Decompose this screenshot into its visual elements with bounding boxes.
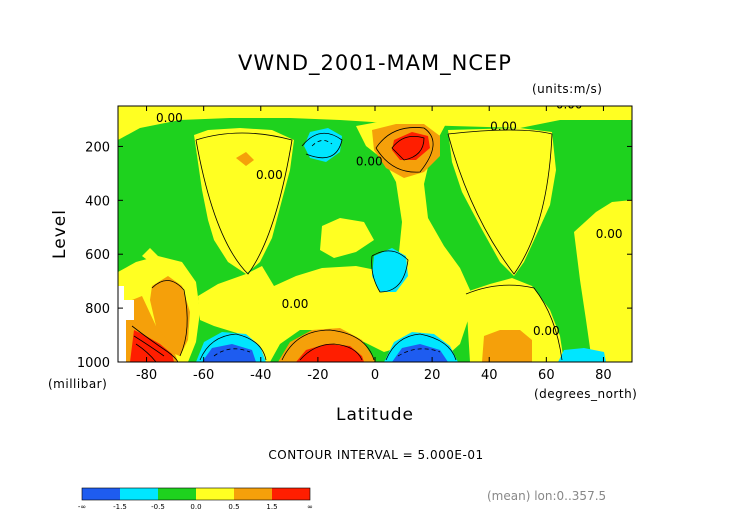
x-tick-label: -80 [136,368,157,383]
contour-line [397,348,441,357]
contour-line [371,250,409,293]
field-region-moderate [236,152,254,166]
x-tick-label: -20 [307,368,328,383]
colorbar-tick-label: 1.5 [266,503,277,511]
contour-line [151,280,188,357]
colorbar-tick-label: ∞ [307,503,313,511]
field-region-positive [118,106,632,140]
y-units-label: (millibar) [48,377,107,391]
field-region-positive [320,218,374,258]
units-label: (units:m/s) [532,82,602,96]
field-region-strong-negative [202,344,256,362]
chart-title: VWND_2001-MAM_NCEP [238,51,512,76]
colorbar-swatch [234,488,272,500]
colorbar-tick-label: 0.0 [190,503,201,511]
x-tick-label: 60 [538,368,555,383]
contour-lines [131,127,563,362]
contour-label: 0.00 [282,297,309,311]
contour-label: 0.00 [556,98,583,112]
contour-label: 0.00 [256,168,283,182]
contour-label: 0.00 [490,119,517,133]
y-axis-title: Level [50,209,70,259]
field-region-positive [142,248,158,262]
colorbar-swatch [272,488,310,500]
contour-line [311,140,333,147]
footer-note: (mean) lon:0..357.5 [487,489,606,503]
y-tick-label: 200 [85,140,110,155]
field-region-positive [574,200,632,362]
colorbar-swatch [82,488,120,500]
colorbar-frame [81,487,311,501]
x-units-label: (degrees_north) [534,387,637,401]
contour-labels: 0.00 0.00 0.00 0.00 0.00 0.00 0.00 0.00 [156,98,623,338]
y-tick-label: 800 [85,302,110,317]
field-region-positive [198,266,420,362]
colorbar-tick-label: -0.5 [151,503,165,511]
x-tick-label: 20 [424,368,441,383]
contour-interval-label: CONTOUR INTERVAL = 5.000E-01 [268,448,483,462]
contour-label: 0.00 [356,154,383,168]
field-region-moderate [482,330,532,362]
x-axis-title: Latitude [336,405,414,425]
y-tick-label: 1000 [77,356,110,371]
field-region-positive [194,128,294,274]
field-region-positive [448,128,556,276]
x-tick-label: 40 [481,368,498,383]
x-tick-label: -60 [193,368,214,383]
x-tick-label: 0 [371,368,379,383]
contour-label: 0.00 [533,324,560,338]
contour-line [465,284,563,361]
colorbar-swatch [196,488,234,500]
contour-line [213,348,251,357]
y-axis: 200 400 600 800 1000 [77,140,632,371]
missing-data-region [118,286,134,362]
plot-area: 0.00 0.00 0.00 0.00 0.00 0.00 0.00 0.00 [118,98,632,362]
contour-line [301,132,343,159]
x-tick-label: -40 [250,368,271,383]
contour-line [199,333,267,361]
contour-line [447,129,553,275]
field-region-positive [356,118,470,362]
colorbar-swatch [120,488,158,500]
contour-line [281,329,375,361]
contour-line [375,127,434,173]
field-region-weak-negative [372,248,408,292]
contour-line [133,335,165,357]
colorbar-tick-label: 0.5 [228,503,239,511]
contour-line [131,325,179,362]
x-tick-label: 80 [595,368,612,383]
contour-line [195,132,293,275]
y-tick-label: 400 [85,194,110,209]
contour-line [391,135,425,161]
contour-line [135,343,157,362]
contour-label: 0.00 [156,111,183,125]
field-region-strong [130,330,174,362]
contour-label: 0.00 [596,227,623,241]
colorbar: -∞ -1.5 -0.5 0.0 0.5 1.5 ∞ [78,487,313,511]
field-region-weak-negative [558,348,606,362]
x-axis: -80 -60 -40 -20 0 20 40 60 80 [136,106,612,383]
field-region-strong [296,344,364,362]
y-tick-label: 600 [85,248,110,263]
contour-line [299,343,363,361]
contour-line [385,333,457,361]
field-region-strong-negative [392,344,448,362]
colorbar-tick-label: -∞ [78,503,86,511]
colorbar-tick-label: -1.5 [113,503,127,511]
colorbar-swatch [158,488,196,500]
